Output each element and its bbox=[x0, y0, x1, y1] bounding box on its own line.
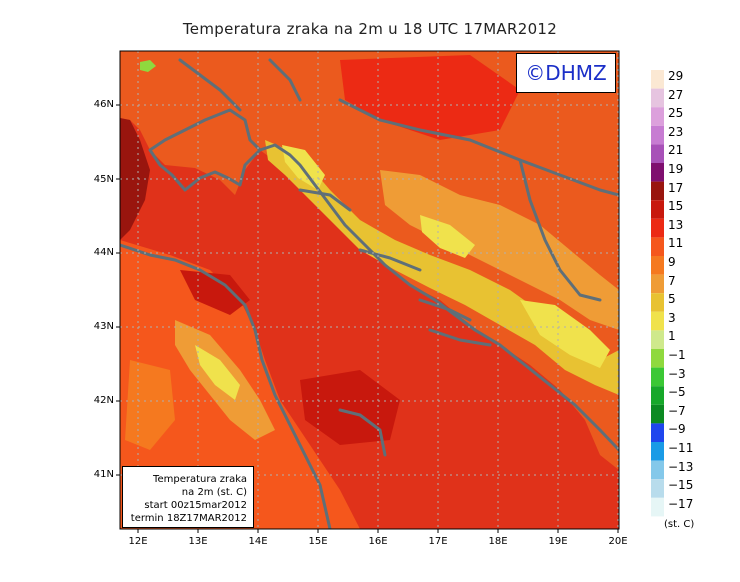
color-legend bbox=[651, 70, 664, 517]
legend-swatch bbox=[651, 163, 664, 182]
legend-label: −9 bbox=[668, 422, 686, 437]
legend-swatch bbox=[651, 237, 664, 256]
legend-swatch bbox=[651, 218, 664, 238]
legend-label: 3 bbox=[668, 310, 676, 325]
cold-spot-alps bbox=[140, 60, 156, 72]
info-line-4: termin 18Z17MAR2012 bbox=[130, 513, 247, 524]
legend-unit: (st. C) bbox=[664, 519, 695, 530]
lon-tick-16e: 16E bbox=[368, 536, 388, 547]
legend-label: 9 bbox=[668, 255, 676, 269]
legend-label: 1 bbox=[668, 329, 676, 344]
legend-swatch bbox=[651, 404, 664, 424]
lon-tick-17e: 17E bbox=[428, 536, 448, 547]
lon-tick-13e: 13E bbox=[188, 536, 208, 547]
warm-zone-west bbox=[120, 118, 150, 240]
legend-swatch bbox=[651, 330, 664, 349]
legend-label: 19 bbox=[668, 162, 684, 176]
legend-swatch bbox=[651, 460, 664, 480]
legend-label: −3 bbox=[668, 366, 686, 381]
cool-band-coast bbox=[265, 140, 619, 395]
legend-label: 25 bbox=[668, 106, 684, 121]
lat-tick-43n: 43N bbox=[93, 321, 114, 332]
legend-swatch bbox=[651, 144, 664, 163]
lat-tick-45n: 45N bbox=[93, 174, 114, 185]
info-line-1: Temperatura zraka bbox=[153, 474, 247, 485]
cold-patch-montenegro bbox=[520, 300, 610, 368]
dhmz-badge: ©DHMZ bbox=[516, 53, 616, 93]
lat-tick-44n: 44N bbox=[93, 247, 114, 258]
legend-label: 13 bbox=[668, 217, 684, 232]
lon-tick-19e: 19E bbox=[548, 536, 568, 547]
lon-tick-15e: 15E bbox=[308, 536, 328, 547]
legend-swatch bbox=[651, 107, 664, 126]
cool-band-inland bbox=[380, 170, 619, 330]
lat-tick-46n: 46N bbox=[93, 99, 114, 110]
legend-swatch bbox=[651, 479, 664, 498]
legend-label: 5 bbox=[668, 292, 676, 307]
legend-label: −11 bbox=[668, 441, 694, 455]
axis-ticks bbox=[116, 104, 619, 533]
legend-swatch bbox=[651, 256, 664, 275]
plot-frame bbox=[119, 50, 620, 530]
info-line-2: na 2m (st. C) bbox=[181, 487, 247, 498]
info-box: Temperatura zraka na 2m (st. C) start 00… bbox=[122, 466, 254, 528]
legend-swatch bbox=[651, 88, 664, 108]
lon-tick-12e: 12E bbox=[128, 536, 148, 547]
cold-patch-dinaric bbox=[420, 215, 475, 258]
legend-label: 27 bbox=[668, 87, 684, 102]
legend-swatch bbox=[651, 423, 664, 442]
legend-swatch bbox=[651, 274, 664, 294]
graticule bbox=[120, 51, 619, 529]
lon-tick-20e: 20E bbox=[608, 536, 628, 547]
legend-label: −5 bbox=[668, 385, 686, 400]
legend-label: −7 bbox=[668, 403, 686, 418]
legend-swatch bbox=[651, 125, 664, 145]
lon-tick-14e: 14E bbox=[248, 536, 268, 547]
legend-swatch bbox=[651, 311, 664, 331]
hot-patch-west bbox=[180, 270, 250, 315]
legend-swatch bbox=[651, 200, 664, 219]
legend-label: 11 bbox=[668, 236, 684, 251]
legend-label: 29 bbox=[668, 69, 684, 83]
legend-swatch bbox=[651, 70, 664, 89]
legend-swatch bbox=[651, 181, 664, 201]
land-field bbox=[120, 51, 619, 470]
legend-swatch bbox=[651, 386, 664, 405]
legend-swatch bbox=[651, 442, 664, 461]
map-title: Temperatura zraka na 2m u 18 UTC 17MAR20… bbox=[182, 20, 558, 38]
info-line-3: start 00z15mar2012 bbox=[144, 500, 247, 511]
coastline bbox=[120, 58, 619, 529]
lat-tick-42n: 42N bbox=[93, 395, 114, 406]
legend-swatch bbox=[651, 497, 664, 517]
legend-swatch bbox=[651, 349, 664, 368]
lat-tick-41n: 41N bbox=[93, 469, 114, 480]
legend-label: 7 bbox=[668, 273, 676, 288]
legend-label: −1 bbox=[668, 348, 686, 362]
legend-label: −15 bbox=[668, 478, 694, 493]
warm-zone-north bbox=[340, 55, 520, 140]
legend-label: 15 bbox=[668, 199, 684, 214]
legend-label: −13 bbox=[668, 459, 694, 474]
legend-swatch bbox=[651, 293, 664, 312]
legend-label: 17 bbox=[668, 180, 684, 195]
lon-tick-18e: 18E bbox=[488, 536, 508, 547]
legend-swatch bbox=[651, 367, 664, 387]
italy-cold-patch bbox=[195, 345, 240, 400]
legend-label: −17 bbox=[668, 496, 694, 511]
legend-label: 23 bbox=[668, 124, 684, 139]
legend-label: 21 bbox=[668, 143, 684, 158]
